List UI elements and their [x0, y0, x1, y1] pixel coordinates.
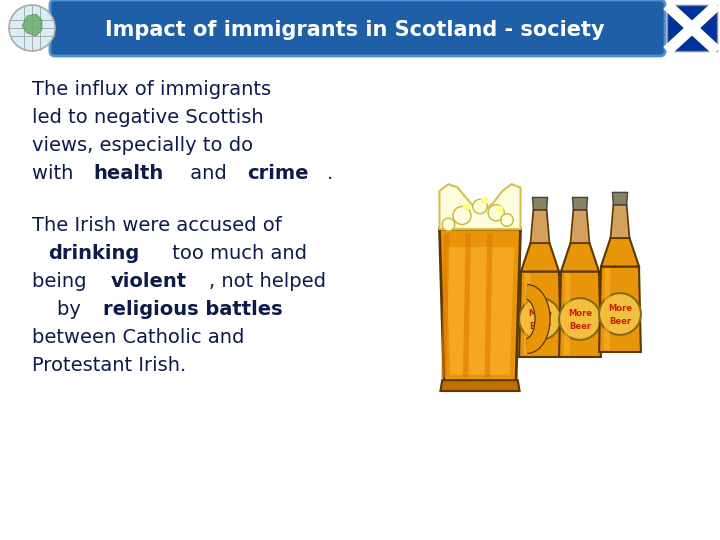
Text: The influx of immigrants: The influx of immigrants: [32, 80, 271, 99]
Circle shape: [519, 298, 561, 340]
Circle shape: [442, 218, 455, 231]
Circle shape: [473, 199, 487, 214]
Polygon shape: [559, 272, 601, 357]
Text: , not helped: , not helped: [209, 272, 325, 291]
Polygon shape: [524, 273, 531, 355]
Text: by: by: [32, 300, 87, 319]
Polygon shape: [613, 192, 628, 205]
Polygon shape: [521, 243, 559, 272]
Circle shape: [488, 205, 504, 221]
Polygon shape: [604, 268, 611, 350]
Text: Beer: Beer: [529, 322, 551, 331]
Text: drinking: drinking: [48, 244, 140, 263]
Text: Impact of immigrants in Scotland - society: Impact of immigrants in Scotland - socie…: [105, 20, 605, 40]
Circle shape: [463, 203, 470, 210]
Polygon shape: [485, 233, 492, 377]
Text: Protestant Irish.: Protestant Irish.: [32, 356, 186, 375]
Text: views, especially to do: views, especially to do: [32, 136, 253, 155]
Polygon shape: [441, 380, 520, 391]
Circle shape: [9, 5, 55, 51]
Circle shape: [559, 298, 601, 340]
Circle shape: [453, 206, 471, 225]
Polygon shape: [572, 198, 588, 210]
Text: More: More: [568, 309, 592, 318]
Polygon shape: [22, 14, 42, 36]
FancyBboxPatch shape: [667, 5, 717, 51]
Text: health: health: [94, 164, 163, 183]
Polygon shape: [570, 210, 590, 243]
Polygon shape: [441, 233, 449, 377]
Polygon shape: [561, 243, 599, 272]
Circle shape: [500, 214, 513, 226]
Polygon shape: [463, 233, 471, 377]
Text: with: with: [32, 164, 80, 183]
Text: More: More: [608, 304, 632, 313]
Circle shape: [599, 293, 641, 335]
Text: Beer: Beer: [609, 317, 631, 326]
Polygon shape: [439, 229, 521, 382]
Text: and: and: [184, 164, 233, 183]
Polygon shape: [532, 198, 548, 210]
Text: Beer: Beer: [569, 322, 591, 331]
Circle shape: [496, 206, 503, 213]
Text: being: being: [32, 272, 93, 291]
FancyBboxPatch shape: [50, 0, 665, 56]
Text: too much and: too much and: [166, 244, 307, 263]
Polygon shape: [439, 184, 521, 229]
Polygon shape: [564, 273, 570, 355]
Polygon shape: [446, 247, 514, 375]
Text: More: More: [528, 309, 552, 318]
Polygon shape: [601, 238, 639, 267]
Text: The Irish were accused of: The Irish were accused of: [32, 216, 282, 235]
Text: between Catholic and: between Catholic and: [32, 328, 244, 347]
Polygon shape: [531, 210, 549, 243]
Text: led to negative Scottish: led to negative Scottish: [32, 108, 264, 127]
Text: violent: violent: [110, 272, 186, 291]
Polygon shape: [519, 272, 561, 357]
Text: crime: crime: [248, 164, 309, 183]
Polygon shape: [611, 205, 629, 238]
Text: religious battles: religious battles: [103, 300, 283, 319]
Polygon shape: [599, 267, 641, 352]
Circle shape: [481, 197, 488, 204]
Text: .: .: [327, 164, 333, 183]
